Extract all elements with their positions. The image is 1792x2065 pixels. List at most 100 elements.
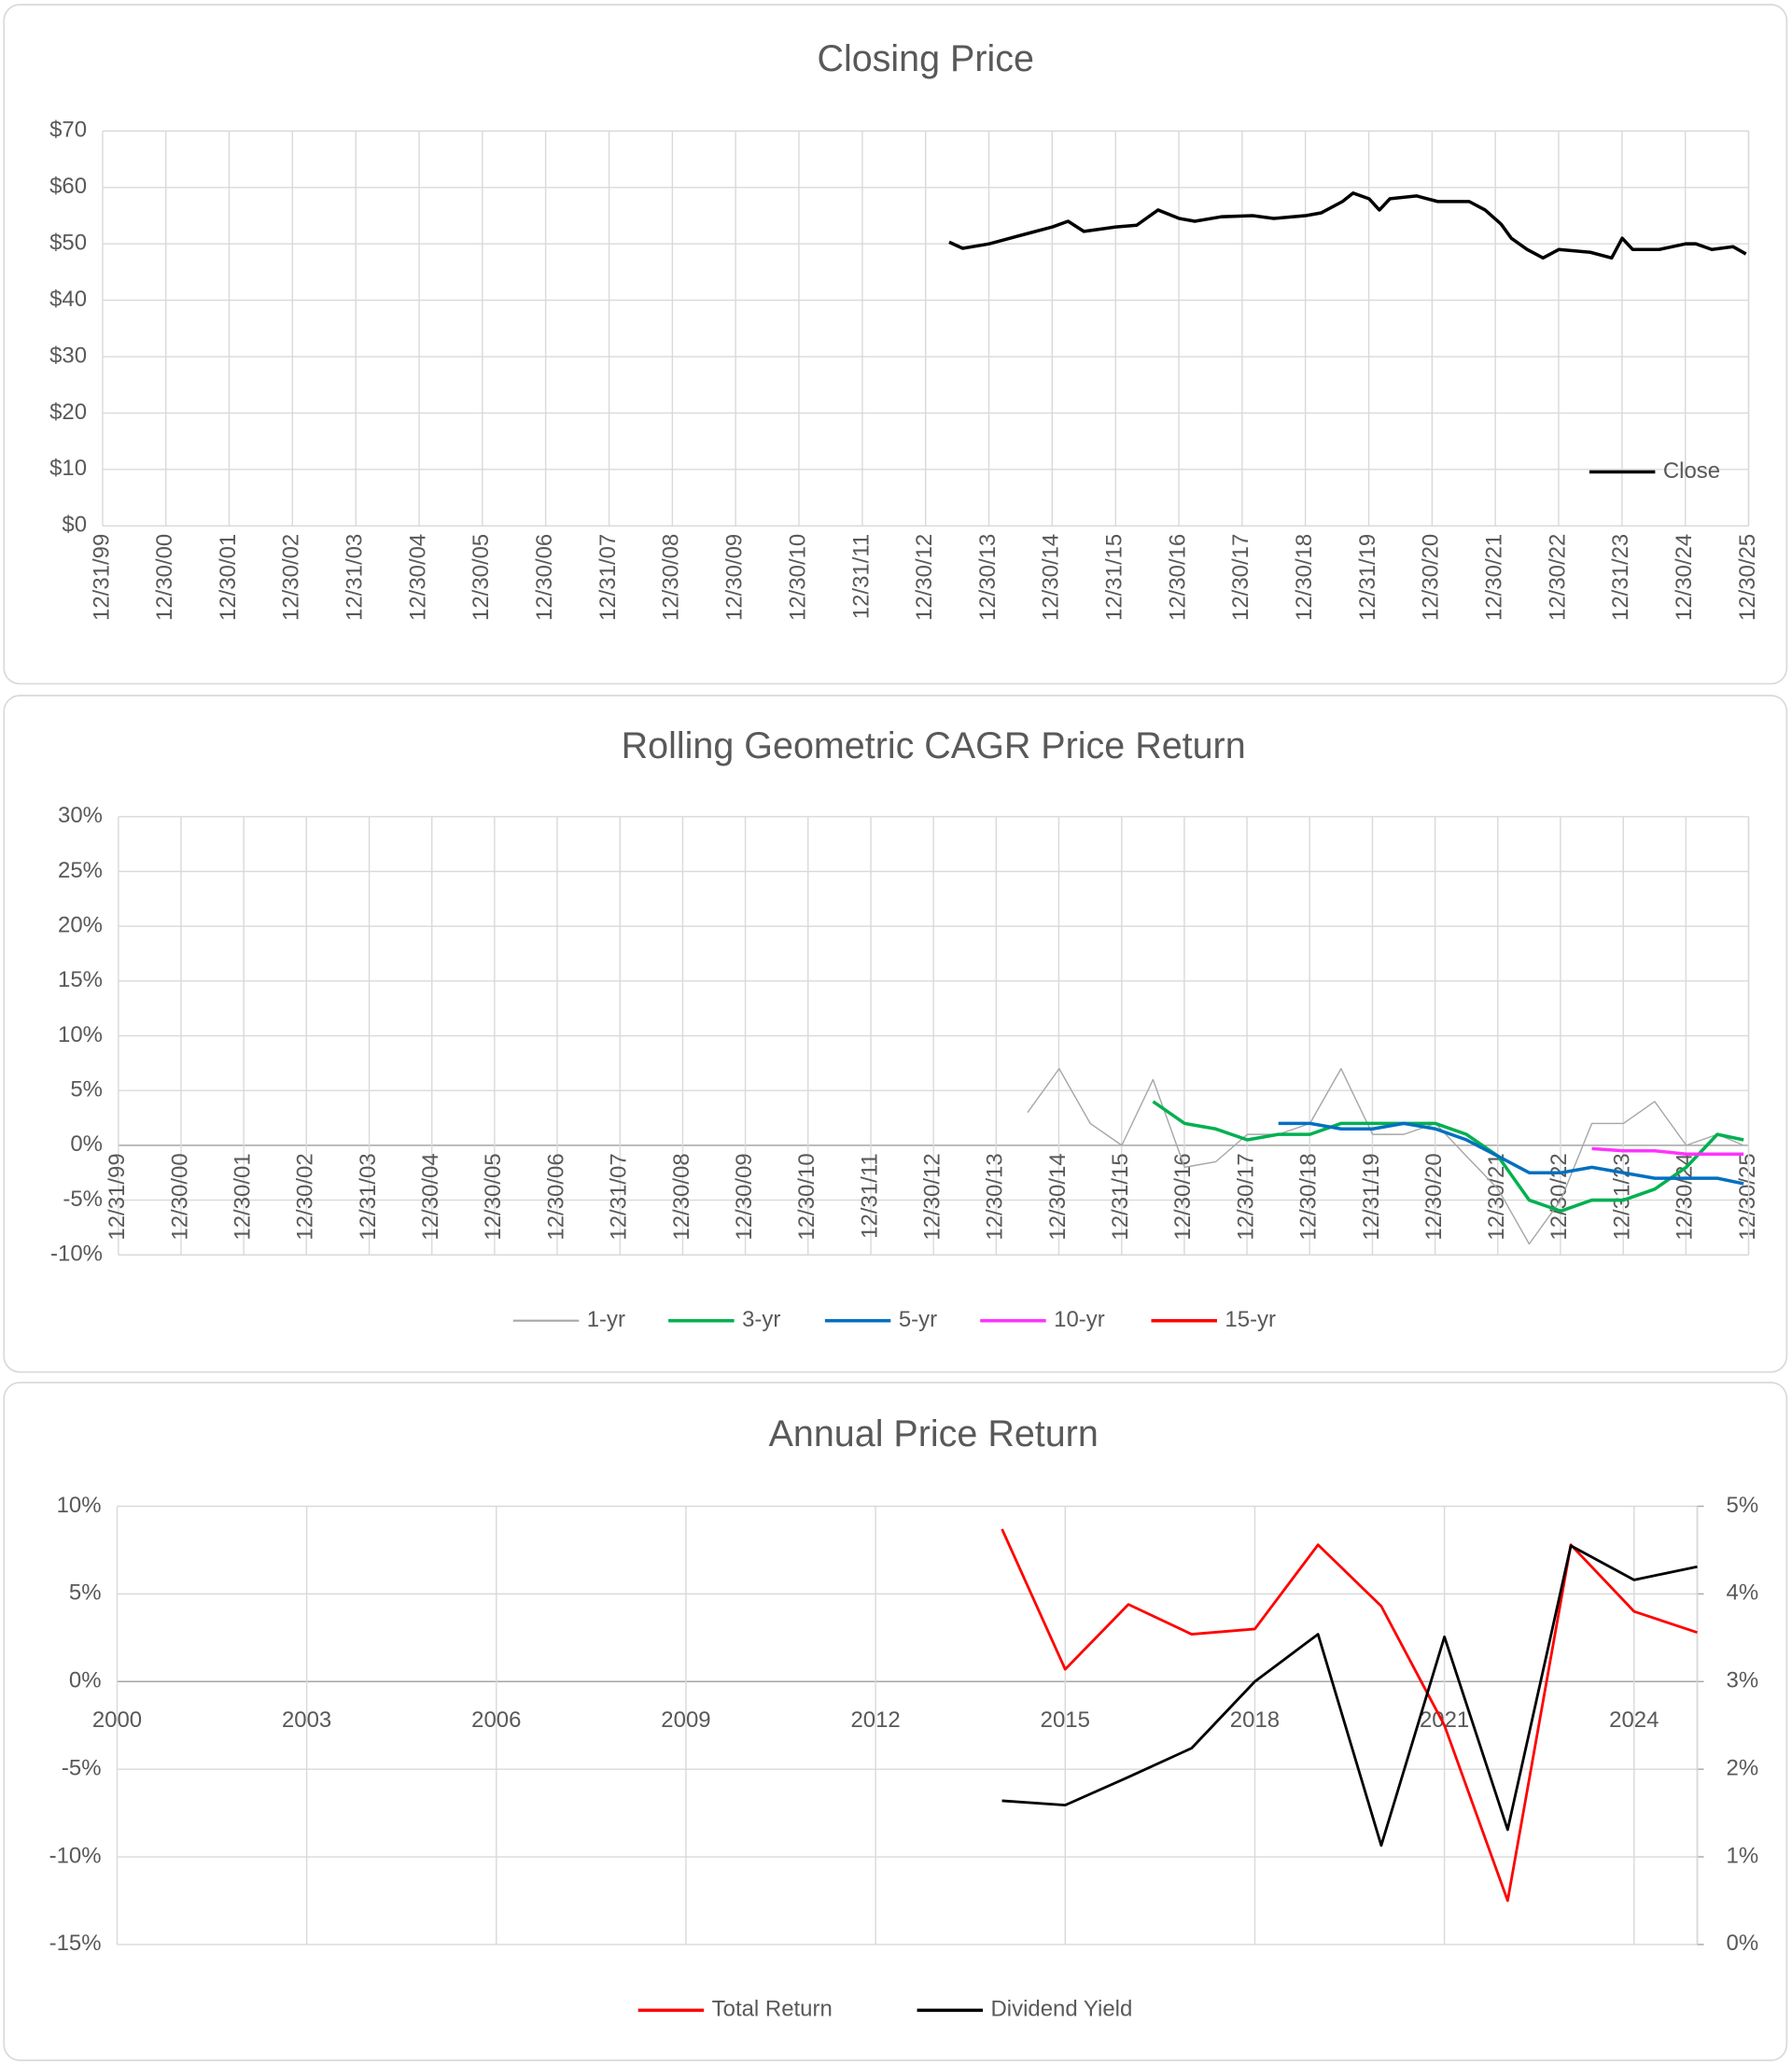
x-tick-label: 12/30/12 bbox=[920, 1153, 945, 1240]
x-tick-label: 12/30/13 bbox=[975, 534, 1001, 621]
x-tick-label: 12/30/21 bbox=[1481, 534, 1506, 621]
x-tick-label: 12/30/14 bbox=[1039, 534, 1064, 621]
x-tick-label: 12/30/22 bbox=[1547, 1153, 1572, 1240]
x-tick-label: 12/31/03 bbox=[343, 534, 368, 621]
x-tick-label: 12/30/20 bbox=[1421, 1153, 1447, 1240]
y-tick-label: -10% bbox=[50, 1242, 103, 1267]
series-line bbox=[948, 191, 1747, 260]
x-tick-label: 12/30/18 bbox=[1295, 1153, 1321, 1240]
y-tick-label: $30 bbox=[49, 343, 87, 368]
series-line bbox=[1001, 1544, 1698, 1847]
x-tick-label: 12/30/10 bbox=[785, 534, 810, 621]
x-tick-label: 12/31/99 bbox=[89, 534, 114, 621]
x-tick-label: 12/30/08 bbox=[659, 534, 684, 621]
x-tick-label: 12/30/08 bbox=[669, 1153, 694, 1240]
x-tick-label: 12/30/17 bbox=[1233, 1153, 1258, 1240]
x-tick-label: 12/30/06 bbox=[543, 1153, 568, 1240]
x-tick-label: 12/30/22 bbox=[1545, 534, 1570, 621]
y-tick-label: $10 bbox=[49, 456, 87, 481]
series-line bbox=[1591, 1146, 1744, 1157]
y-tick-label: 10% bbox=[58, 1022, 103, 1047]
x-tick-label: 12/30/17 bbox=[1228, 534, 1253, 621]
x-tick-label: 12/30/16 bbox=[1165, 534, 1190, 621]
x-tick-label: 12/30/25 bbox=[1735, 534, 1760, 621]
y2-tick-label: 5% bbox=[1727, 1493, 1759, 1518]
x-tick-label: 12/30/12 bbox=[912, 534, 937, 621]
series-line bbox=[1278, 1121, 1744, 1186]
x-tick-label: 12/30/01 bbox=[230, 1153, 255, 1240]
x-tick-label: 12/30/10 bbox=[794, 1153, 819, 1240]
chart-title: Annual Price Return bbox=[769, 1413, 1099, 1454]
y-tick-label: 5% bbox=[70, 1077, 103, 1103]
y2-tick-label: 2% bbox=[1727, 1755, 1759, 1780]
y2-tick-label: 0% bbox=[1727, 1931, 1759, 1956]
y-tick-label: 0% bbox=[70, 1131, 103, 1157]
x-tick-label: 12/30/00 bbox=[167, 1153, 192, 1240]
y-tick-label: $60 bbox=[49, 174, 87, 199]
y-tick-label: 30% bbox=[58, 803, 103, 828]
legend-label: 1-yr bbox=[587, 1307, 625, 1332]
legend-label: 5-yr bbox=[899, 1307, 937, 1332]
panel bbox=[3, 695, 1788, 1373]
x-tick-label: 12/30/16 bbox=[1170, 1153, 1196, 1240]
y-tick-label: $50 bbox=[49, 231, 87, 256]
y-tick-label: $70 bbox=[49, 118, 87, 143]
x-tick-label: 12/30/04 bbox=[405, 534, 430, 621]
x-tick-label: 12/31/99 bbox=[105, 1153, 130, 1240]
x-tick-label: 12/30/05 bbox=[469, 534, 494, 621]
x-tick-label: 12/30/05 bbox=[481, 1153, 506, 1240]
x-tick-label: 12/30/06 bbox=[532, 534, 557, 621]
y-tick-label: -5% bbox=[63, 1187, 103, 1212]
y-tick-label: -5% bbox=[62, 1755, 102, 1780]
x-tick-label: 12/30/14 bbox=[1045, 1153, 1071, 1240]
x-tick-label: 12/31/15 bbox=[1102, 534, 1127, 621]
x-tick-label: 12/31/19 bbox=[1355, 534, 1380, 621]
legend-label: Close bbox=[1663, 458, 1720, 484]
chart-title: Rolling Geometric CAGR Price Return bbox=[622, 725, 1246, 766]
y2-tick-label: 1% bbox=[1727, 1843, 1759, 1868]
x-tick-label: 12/30/04 bbox=[418, 1153, 443, 1240]
x-tick-label: 2012 bbox=[850, 1707, 900, 1733]
x-tick-label: 12/31/15 bbox=[1108, 1153, 1133, 1240]
x-tick-label: 12/30/20 bbox=[1419, 534, 1444, 621]
x-tick-label: 12/30/18 bbox=[1292, 534, 1317, 621]
x-tick-label: 2024 bbox=[1609, 1707, 1659, 1733]
x-tick-label: 12/31/07 bbox=[595, 534, 621, 621]
x-tick-label: 2003 bbox=[282, 1707, 331, 1733]
legend-label: Dividend Yield bbox=[990, 1997, 1132, 2022]
x-tick-label: 12/30/09 bbox=[722, 534, 748, 621]
y-tick-label: $0 bbox=[62, 513, 87, 538]
y-tick-label: 15% bbox=[58, 967, 103, 992]
panel bbox=[3, 4, 1788, 685]
x-tick-label: 12/31/03 bbox=[356, 1153, 381, 1240]
panel bbox=[3, 1382, 1788, 2061]
y-tick-label: 0% bbox=[69, 1668, 102, 1693]
x-tick-label: 12/30/02 bbox=[293, 1153, 318, 1240]
x-tick-label: 12/31/19 bbox=[1359, 1153, 1384, 1240]
x-tick-label: 12/30/02 bbox=[279, 534, 304, 621]
y-tick-label: $20 bbox=[49, 400, 87, 425]
x-tick-label: 12/31/23 bbox=[1608, 534, 1633, 621]
x-tick-label: 12/30/09 bbox=[732, 1153, 757, 1240]
x-tick-label: 2015 bbox=[1041, 1707, 1090, 1733]
x-tick-label: 12/31/11 bbox=[857, 1153, 882, 1238]
x-tick-label: 12/31/07 bbox=[607, 1153, 632, 1240]
y2-tick-label: 4% bbox=[1727, 1580, 1759, 1606]
legend-label: 3-yr bbox=[742, 1307, 780, 1332]
x-tick-label: 12/31/11 bbox=[848, 534, 874, 619]
x-tick-label: 2009 bbox=[661, 1707, 710, 1733]
chart-title: Closing Price bbox=[817, 38, 1034, 79]
x-tick-label: 12/30/24 bbox=[1672, 534, 1697, 621]
y-tick-label: 25% bbox=[58, 858, 103, 883]
y-tick-label: -10% bbox=[49, 1843, 102, 1868]
x-tick-label: 12/30/01 bbox=[216, 534, 241, 621]
y-tick-label: $40 bbox=[49, 287, 87, 312]
x-tick-label: 12/30/13 bbox=[983, 1153, 1008, 1240]
series-line bbox=[1027, 1068, 1744, 1245]
legend-label: 10-yr bbox=[1054, 1307, 1105, 1332]
x-tick-label: 12/30/25 bbox=[1735, 1153, 1760, 1240]
x-tick-label: 12/30/00 bbox=[152, 534, 177, 621]
x-tick-label: 2018 bbox=[1230, 1707, 1280, 1733]
